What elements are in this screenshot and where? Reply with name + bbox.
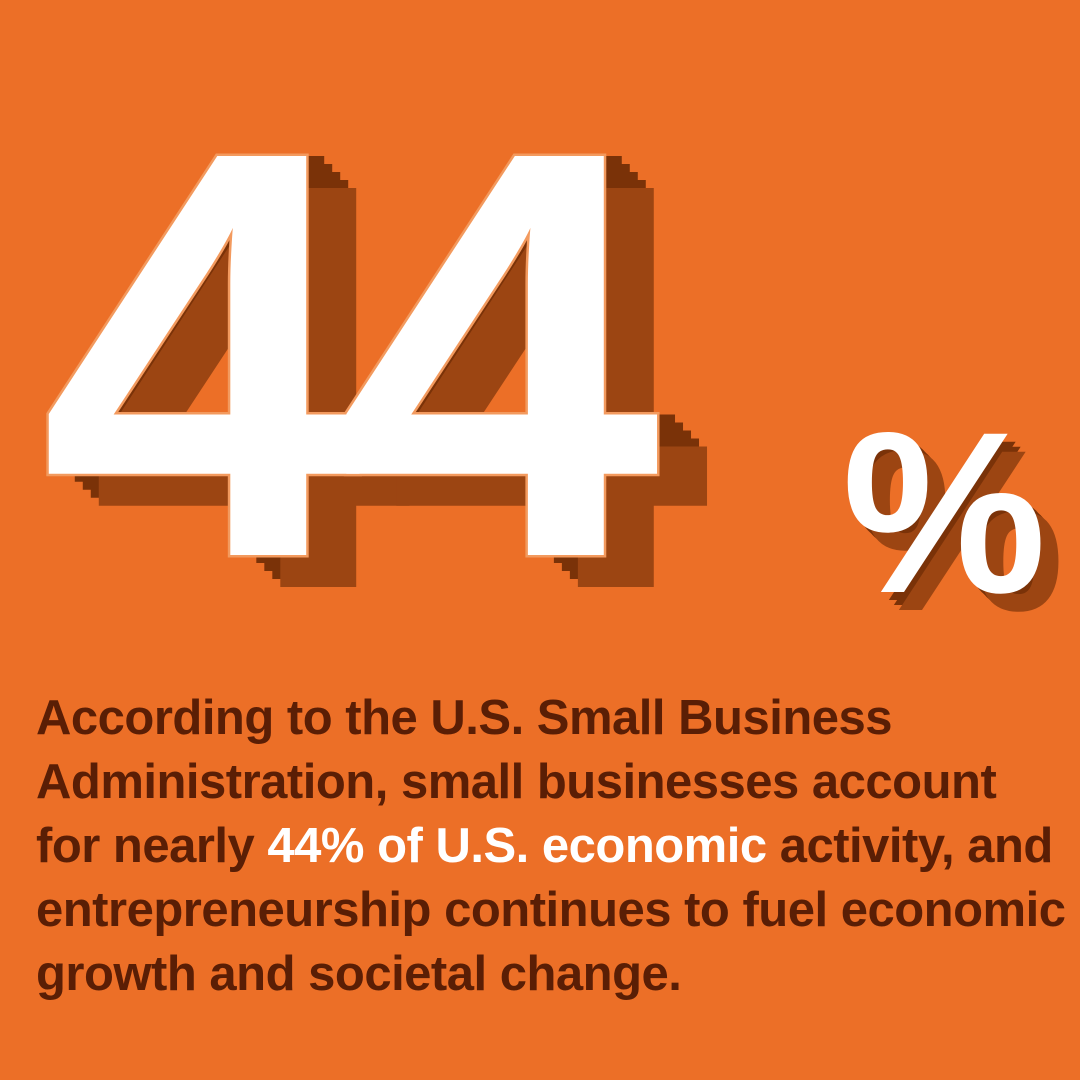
stat-number: 44 bbox=[40, 30, 664, 660]
stat-number-extrusion: 44 44 44 44 44 bbox=[58, 30, 739, 660]
stat-number-shadow-0: 44 bbox=[90, 62, 714, 660]
stat-unit-shadow-0: % bbox=[860, 402, 1065, 659]
description-text-end: activity, and entrepreneurship continues… bbox=[36, 819, 1066, 1001]
stat-hero: 44 44 44 44 44 44 % % % % bbox=[38, 28, 1065, 661]
description-highlight: 44% of U.S. economic bbox=[267, 819, 767, 873]
stat-description: According to the U.S. Small Business Adm… bbox=[36, 686, 1066, 1006]
stat-number-shadow-4: 44 bbox=[58, 30, 682, 660]
stat-unit: % bbox=[842, 384, 1047, 641]
stat-number-shadow-3: 44 bbox=[66, 38, 690, 660]
stat-unit-shadow-1: % bbox=[855, 397, 1060, 654]
stat-figure: 44 44 44 44 44 44 % % % % bbox=[38, 28, 1065, 661]
stat-number-shadow-2: 44 bbox=[74, 46, 698, 660]
stat-number-shadow-1: 44 bbox=[82, 54, 706, 660]
description-text-start: According to the U.S. Small Business Adm… bbox=[36, 691, 997, 873]
stat-unit-extrusion: % % % bbox=[850, 392, 1065, 659]
stat-unit-shadow-2: % bbox=[850, 392, 1055, 649]
